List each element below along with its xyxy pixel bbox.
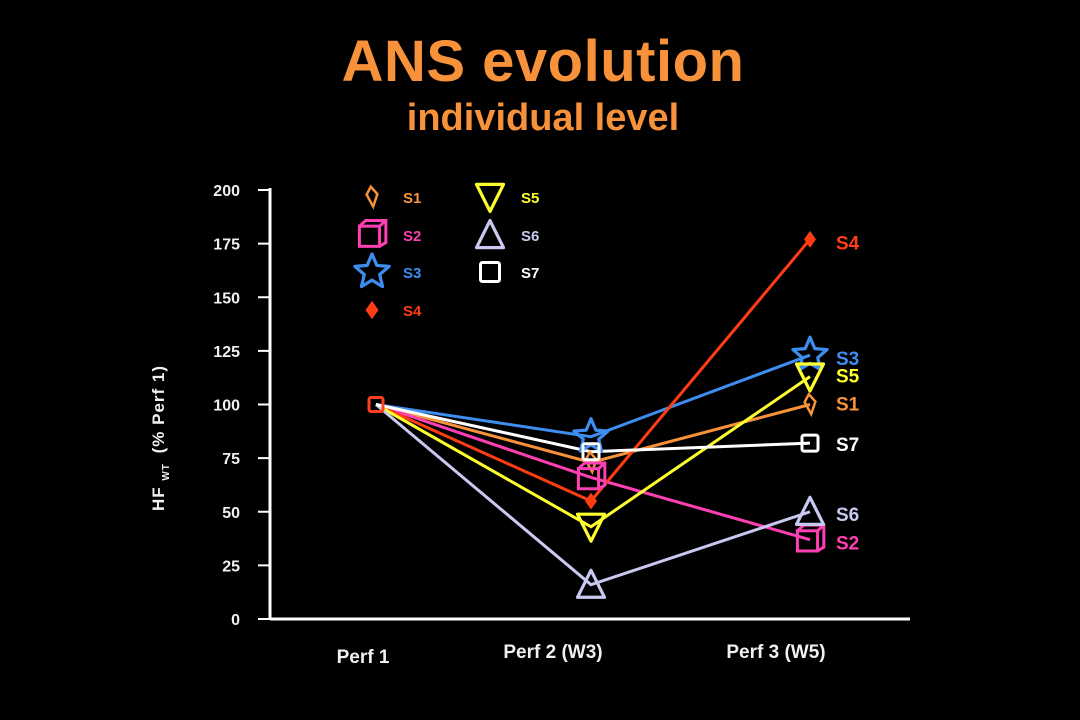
marker-s3 — [572, 417, 610, 453]
series-line-s6 — [375, 403, 811, 587]
end-label-s5: S5 — [836, 367, 860, 388]
series-line-s3 — [375, 353, 811, 439]
y-tick-label: 150 — [213, 290, 240, 307]
legend-item-s5: S5 — [474, 182, 539, 213]
legend-item-s3: S3 — [353, 252, 421, 289]
marker-perf1-start — [367, 396, 385, 413]
chart-title: ANS evolution — [341, 29, 745, 94]
series-end-labels: S1 S2 S3 S4 S5 S6 S7 — [836, 233, 860, 554]
y-tick-label: 25 — [222, 558, 240, 575]
y-tick-label: 50 — [222, 505, 240, 522]
x-tick-label: Perf 3 (W5) — [726, 642, 825, 663]
legend: S1 S2 S3 S4 S5 S6 S7 — [353, 182, 539, 320]
series-markers — [367, 230, 829, 599]
y-axis-label-rest: (% Perf 1) — [149, 365, 168, 453]
legend-marker-s3 — [353, 252, 391, 289]
legend-marker-s6 — [474, 219, 506, 250]
x-tick-label: Perf 2 (W3) — [503, 642, 602, 663]
x-tick-label: Perf 1 — [337, 647, 390, 668]
marker-s6 — [794, 495, 826, 526]
end-label-s7: S7 — [836, 435, 859, 456]
marker-s4 — [585, 492, 597, 510]
y-axis-label-main: HF — [149, 486, 168, 511]
legend-label-s1: S1 — [403, 190, 421, 207]
marker-s4 — [804, 230, 816, 248]
legend-marker-s4 — [365, 300, 379, 320]
legend-item-s7: S7 — [479, 261, 539, 283]
legend-item-s4: S4 — [365, 300, 422, 320]
series-lines — [375, 238, 812, 587]
axes: 0 25 50 75 100 125 150 175 200 Perf 1 Perf 2 (W3) P… — [213, 183, 910, 668]
marker-s2 — [576, 461, 607, 491]
end-label-s4: S4 — [836, 233, 860, 254]
series-line-s5 — [375, 375, 811, 529]
y-tick-label: 175 — [213, 237, 240, 254]
legend-item-s1: S1 — [365, 184, 421, 210]
legend-marker-s1 — [365, 184, 379, 210]
legend-marker-s5 — [474, 182, 506, 213]
legend-item-s2: S2 — [357, 219, 421, 248]
legend-label-s4: S4 — [403, 303, 422, 320]
series-line-s2 — [375, 403, 811, 542]
marker-s6 — [575, 568, 607, 599]
y-axis-label: HF WT (% Perf 1) — [149, 365, 173, 511]
marker-s7 — [581, 442, 601, 462]
y-tick-label: 0 — [231, 612, 240, 629]
y-tick-label: 125 — [213, 344, 240, 361]
marker-s7 — [800, 433, 820, 453]
end-label-s2: S2 — [836, 534, 859, 555]
y-axis-label-sub: WT — [161, 463, 172, 481]
legend-marker-s2 — [357, 219, 388, 248]
legend-label-s3: S3 — [403, 265, 421, 282]
marker-s1 — [803, 392, 817, 418]
marker-s5 — [794, 362, 826, 393]
y-tick-label: 75 — [222, 451, 240, 468]
legend-marker-s7 — [479, 261, 501, 283]
chart-subtitle: individual level — [406, 97, 680, 139]
marker-s5 — [575, 512, 607, 543]
legend-label-s5: S5 — [521, 190, 539, 207]
legend-label-s7: S7 — [521, 265, 539, 282]
y-tick-label: 200 — [213, 183, 240, 200]
legend-label-s6: S6 — [521, 228, 539, 245]
legend-label-s2: S2 — [403, 228, 421, 245]
legend-item-s6: S6 — [474, 219, 539, 250]
y-tick-label: 100 — [213, 398, 240, 415]
end-label-s1: S1 — [836, 395, 860, 416]
end-label-s3: S3 — [836, 349, 859, 370]
end-label-s6: S6 — [836, 505, 859, 526]
